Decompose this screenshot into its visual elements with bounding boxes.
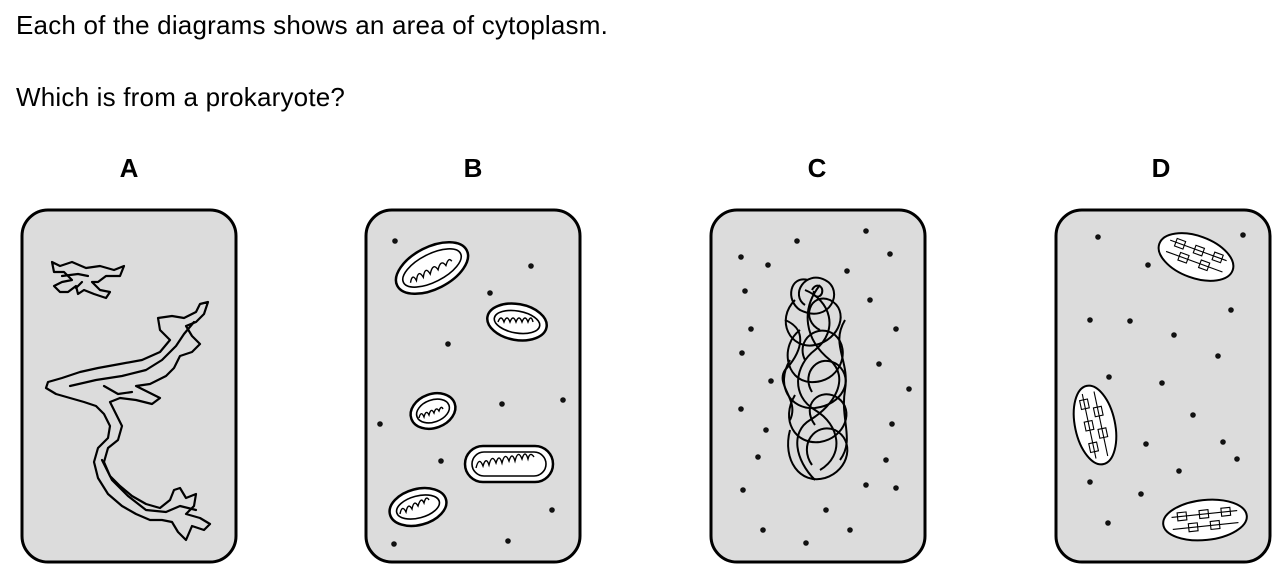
mitochondrion-2 bbox=[486, 302, 548, 342]
chloroplast-2 bbox=[1072, 384, 1118, 466]
panel-d bbox=[1054, 208, 1272, 564]
cell-outline-a bbox=[20, 208, 238, 564]
panel-label-c: C bbox=[807, 153, 827, 183]
er-fragment-inner bbox=[60, 272, 90, 290]
panel-c bbox=[709, 208, 927, 564]
cell-outline-c bbox=[709, 208, 927, 564]
ribosomes-b bbox=[377, 238, 566, 547]
ribosomes-c bbox=[738, 228, 912, 546]
question-line-2: Which is from a prokaryote? bbox=[16, 82, 346, 112]
er-channel-3 bbox=[100, 458, 198, 514]
mitochondrion-4 bbox=[463, 444, 555, 484]
panel-a bbox=[20, 208, 238, 564]
cell-outline-d bbox=[1054, 208, 1272, 564]
er-channel-2 bbox=[102, 384, 134, 396]
panel-label-b: B bbox=[463, 153, 483, 183]
er-fragment-top bbox=[50, 260, 126, 300]
question-line-1: Each of the diagrams shows an area of cy… bbox=[16, 10, 609, 40]
panel-label-a: A bbox=[119, 153, 139, 183]
rough-er bbox=[44, 260, 212, 542]
mitochondrion-3 bbox=[409, 391, 457, 431]
mitochondrion-5 bbox=[388, 486, 448, 528]
dna-tangle bbox=[781, 276, 849, 481]
ribosomes-d bbox=[1087, 232, 1246, 526]
chloroplast-3 bbox=[1162, 498, 1248, 542]
er-channel-1 bbox=[68, 320, 196, 388]
mitochondrion-1 bbox=[394, 240, 470, 296]
panel-b bbox=[364, 208, 582, 564]
chloroplast-1 bbox=[1157, 232, 1235, 282]
panel-label-d: D bbox=[1151, 153, 1171, 183]
